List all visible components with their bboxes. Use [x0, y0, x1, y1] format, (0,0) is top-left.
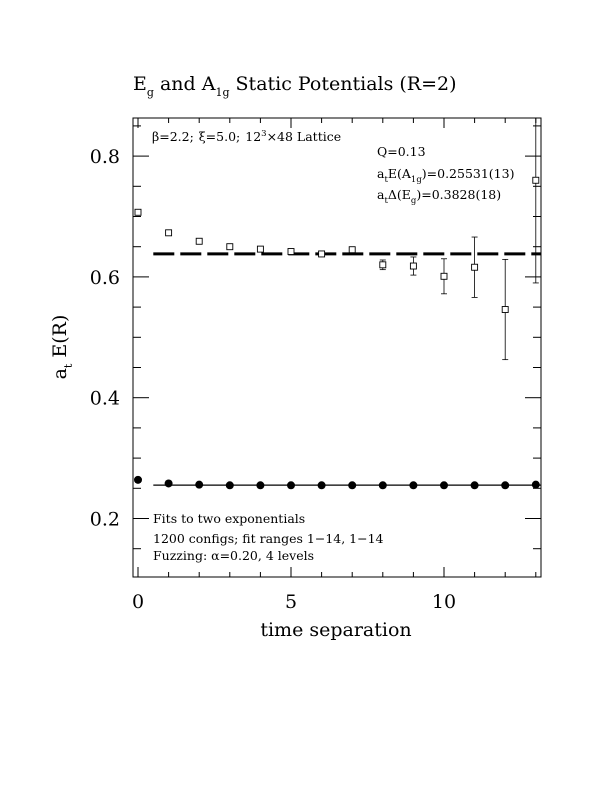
a1g-data-point	[440, 481, 448, 490]
a1g-data-point	[501, 481, 510, 490]
plot-frame	[132, 117, 542, 578]
a1g-data-point	[256, 481, 265, 490]
eg-fit-annotation: atΔ(Eg)=0.3828(18)	[377, 187, 501, 206]
fits-note: Fits to two exponentials	[153, 511, 305, 526]
a1g-data-point	[195, 480, 204, 489]
y-tick-label: 0.2	[90, 509, 120, 531]
eg-data-point	[287, 248, 295, 255]
eg-data-point	[440, 272, 448, 280]
x-tick-label: 0	[132, 591, 144, 613]
eg-data-point	[501, 306, 509, 313]
fuzzing-note: Fuzzing: α=0.20, 4 levels	[153, 548, 314, 563]
a1g-data-point	[164, 479, 173, 488]
y-tick-label: 0.8	[90, 146, 120, 168]
a1g-data-point	[531, 480, 540, 489]
eg-data-point	[532, 176, 540, 184]
a1g-fit-annotation: atE(A1g)=0.25531(13)	[377, 166, 514, 185]
a1g-data-point	[317, 481, 326, 490]
eg-data-point	[409, 262, 417, 270]
y-tick-label: 0.6	[90, 267, 120, 289]
configs-note: 1200 configs; fit ranges 1−14, 1−14	[153, 531, 384, 546]
a1g-data-point	[134, 475, 142, 484]
x-tick-label: 10	[432, 591, 456, 613]
a1g-data-point	[225, 481, 234, 490]
eg-data-point	[471, 263, 479, 271]
eg-data-point	[165, 229, 173, 237]
q-annotation: Q=0.13	[377, 144, 426, 159]
eg-data-point	[134, 208, 142, 216]
eg-data-point	[226, 243, 234, 251]
a1g-data-point	[378, 481, 387, 490]
chart-title: Eg and A1g Static Potentials (R=2)	[133, 73, 457, 99]
eg-data-point	[348, 246, 356, 254]
lattice-annotation: β=2.2; ξ=5.0; 123×48 Lattice	[152, 129, 341, 144]
eg-data-point	[379, 261, 387, 269]
y-axis-label: at E(R)	[49, 315, 75, 380]
eg-data-point	[318, 250, 326, 258]
a1g-data-point	[348, 481, 357, 490]
eg-data-point	[256, 245, 264, 253]
a1g-data-point	[470, 481, 479, 490]
x-tick-label: 5	[285, 591, 297, 613]
y-tick-label: 0.4	[90, 388, 120, 410]
a1g-data-point	[287, 481, 295, 490]
a1g-data-point	[409, 481, 418, 490]
x-axis-label: time separation	[260, 619, 411, 641]
eg-data-point	[195, 237, 203, 245]
